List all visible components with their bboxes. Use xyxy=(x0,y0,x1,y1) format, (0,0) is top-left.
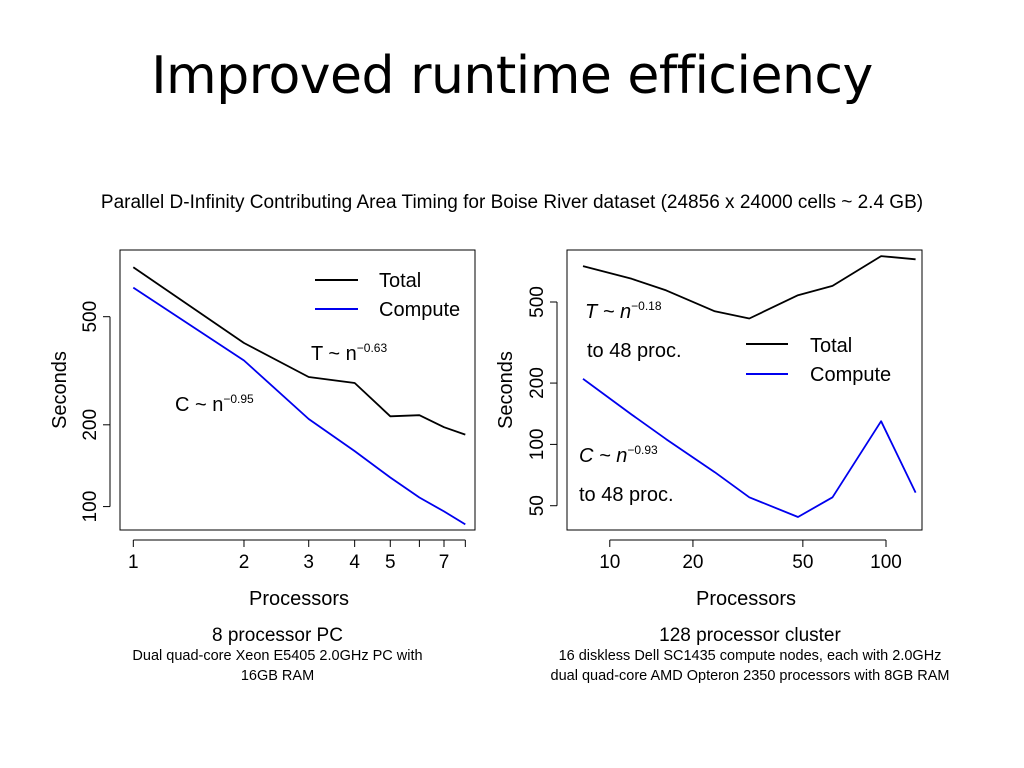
right-caption-title: 128 processor cluster xyxy=(659,625,841,646)
left-chart: Seconds Processors Total Compute T ~ n−0… xyxy=(49,249,476,610)
y-tick-label: 50 xyxy=(527,495,548,516)
x-tick-label: 1 xyxy=(128,552,139,573)
annotation-total-range: to 48 proc. xyxy=(587,340,682,362)
left-caption-title: 8 processor PC xyxy=(212,625,343,646)
legend-label-total: Total xyxy=(379,270,421,292)
slide-title: Improved runtime efficiency xyxy=(151,46,873,106)
legend: Total Compute xyxy=(315,270,460,321)
ylabel: Seconds xyxy=(495,351,517,429)
x-tick-label: 7 xyxy=(439,552,450,573)
xlabel: Processors xyxy=(249,588,349,610)
annotation-compute-range: to 48 proc. xyxy=(579,484,674,506)
legend-label-total: Total xyxy=(810,335,852,357)
right-chart: Seconds Processors Total Compute T ~ n−0… xyxy=(495,249,923,610)
y-tick-label: 200 xyxy=(527,367,548,399)
legend-label-compute: Compute xyxy=(810,364,891,386)
annotation-compute-fit: C ~ n−0.93 xyxy=(579,443,658,467)
left-caption: 8 processor PC Dual quad-core Xeon E5405… xyxy=(90,626,465,686)
left-caption-desc-1: Dual quad-core Xeon E5405 2.0GHz PC with xyxy=(132,648,423,664)
x-tick-label: 10 xyxy=(599,552,620,573)
legend: Total Compute xyxy=(746,335,891,386)
xlabel: Processors xyxy=(696,588,796,610)
x-tick-label: 50 xyxy=(792,552,813,573)
right-caption-desc-1: 16 diskless Dell SC1435 compute nodes, e… xyxy=(558,648,942,664)
chart-subtitle: Parallel D-Infinity Contributing Area Ti… xyxy=(100,192,924,213)
x-tick-label: 5 xyxy=(385,552,396,573)
right-caption-desc-2: dual quad-core AMD Opteron 2350 processo… xyxy=(550,668,950,684)
y-tick-label: 100 xyxy=(80,491,101,523)
x-tick-label: 4 xyxy=(349,552,360,573)
x-tick-label: 100 xyxy=(870,552,902,573)
y-tick-label: 100 xyxy=(527,429,548,461)
left-caption-desc-2: 16GB RAM xyxy=(240,668,315,684)
right-caption: 128 processor cluster 16 diskless Dell S… xyxy=(500,626,1000,686)
annotation-total-fit: T ~ n−0.18 xyxy=(585,299,662,323)
x-tick-label: 20 xyxy=(682,552,703,573)
series-line-compute xyxy=(582,378,917,518)
y-tick-label: 200 xyxy=(80,409,101,441)
y-tick-label: 500 xyxy=(80,301,101,333)
annotation-compute-fit: C ~ n−0.95 xyxy=(175,392,254,416)
series-line-compute xyxy=(132,286,466,526)
legend-label-compute: Compute xyxy=(379,299,460,321)
x-tick-label: 3 xyxy=(303,552,314,573)
plot-frame xyxy=(119,249,476,531)
plot-frame xyxy=(566,249,923,531)
ylabel: Seconds xyxy=(49,351,71,429)
x-tick-label: 2 xyxy=(239,552,250,573)
annotation-total-fit: T ~ n−0.63 xyxy=(311,341,387,365)
series-line-total xyxy=(132,266,466,436)
y-tick-label: 500 xyxy=(527,286,548,318)
series-line-total xyxy=(582,255,916,320)
